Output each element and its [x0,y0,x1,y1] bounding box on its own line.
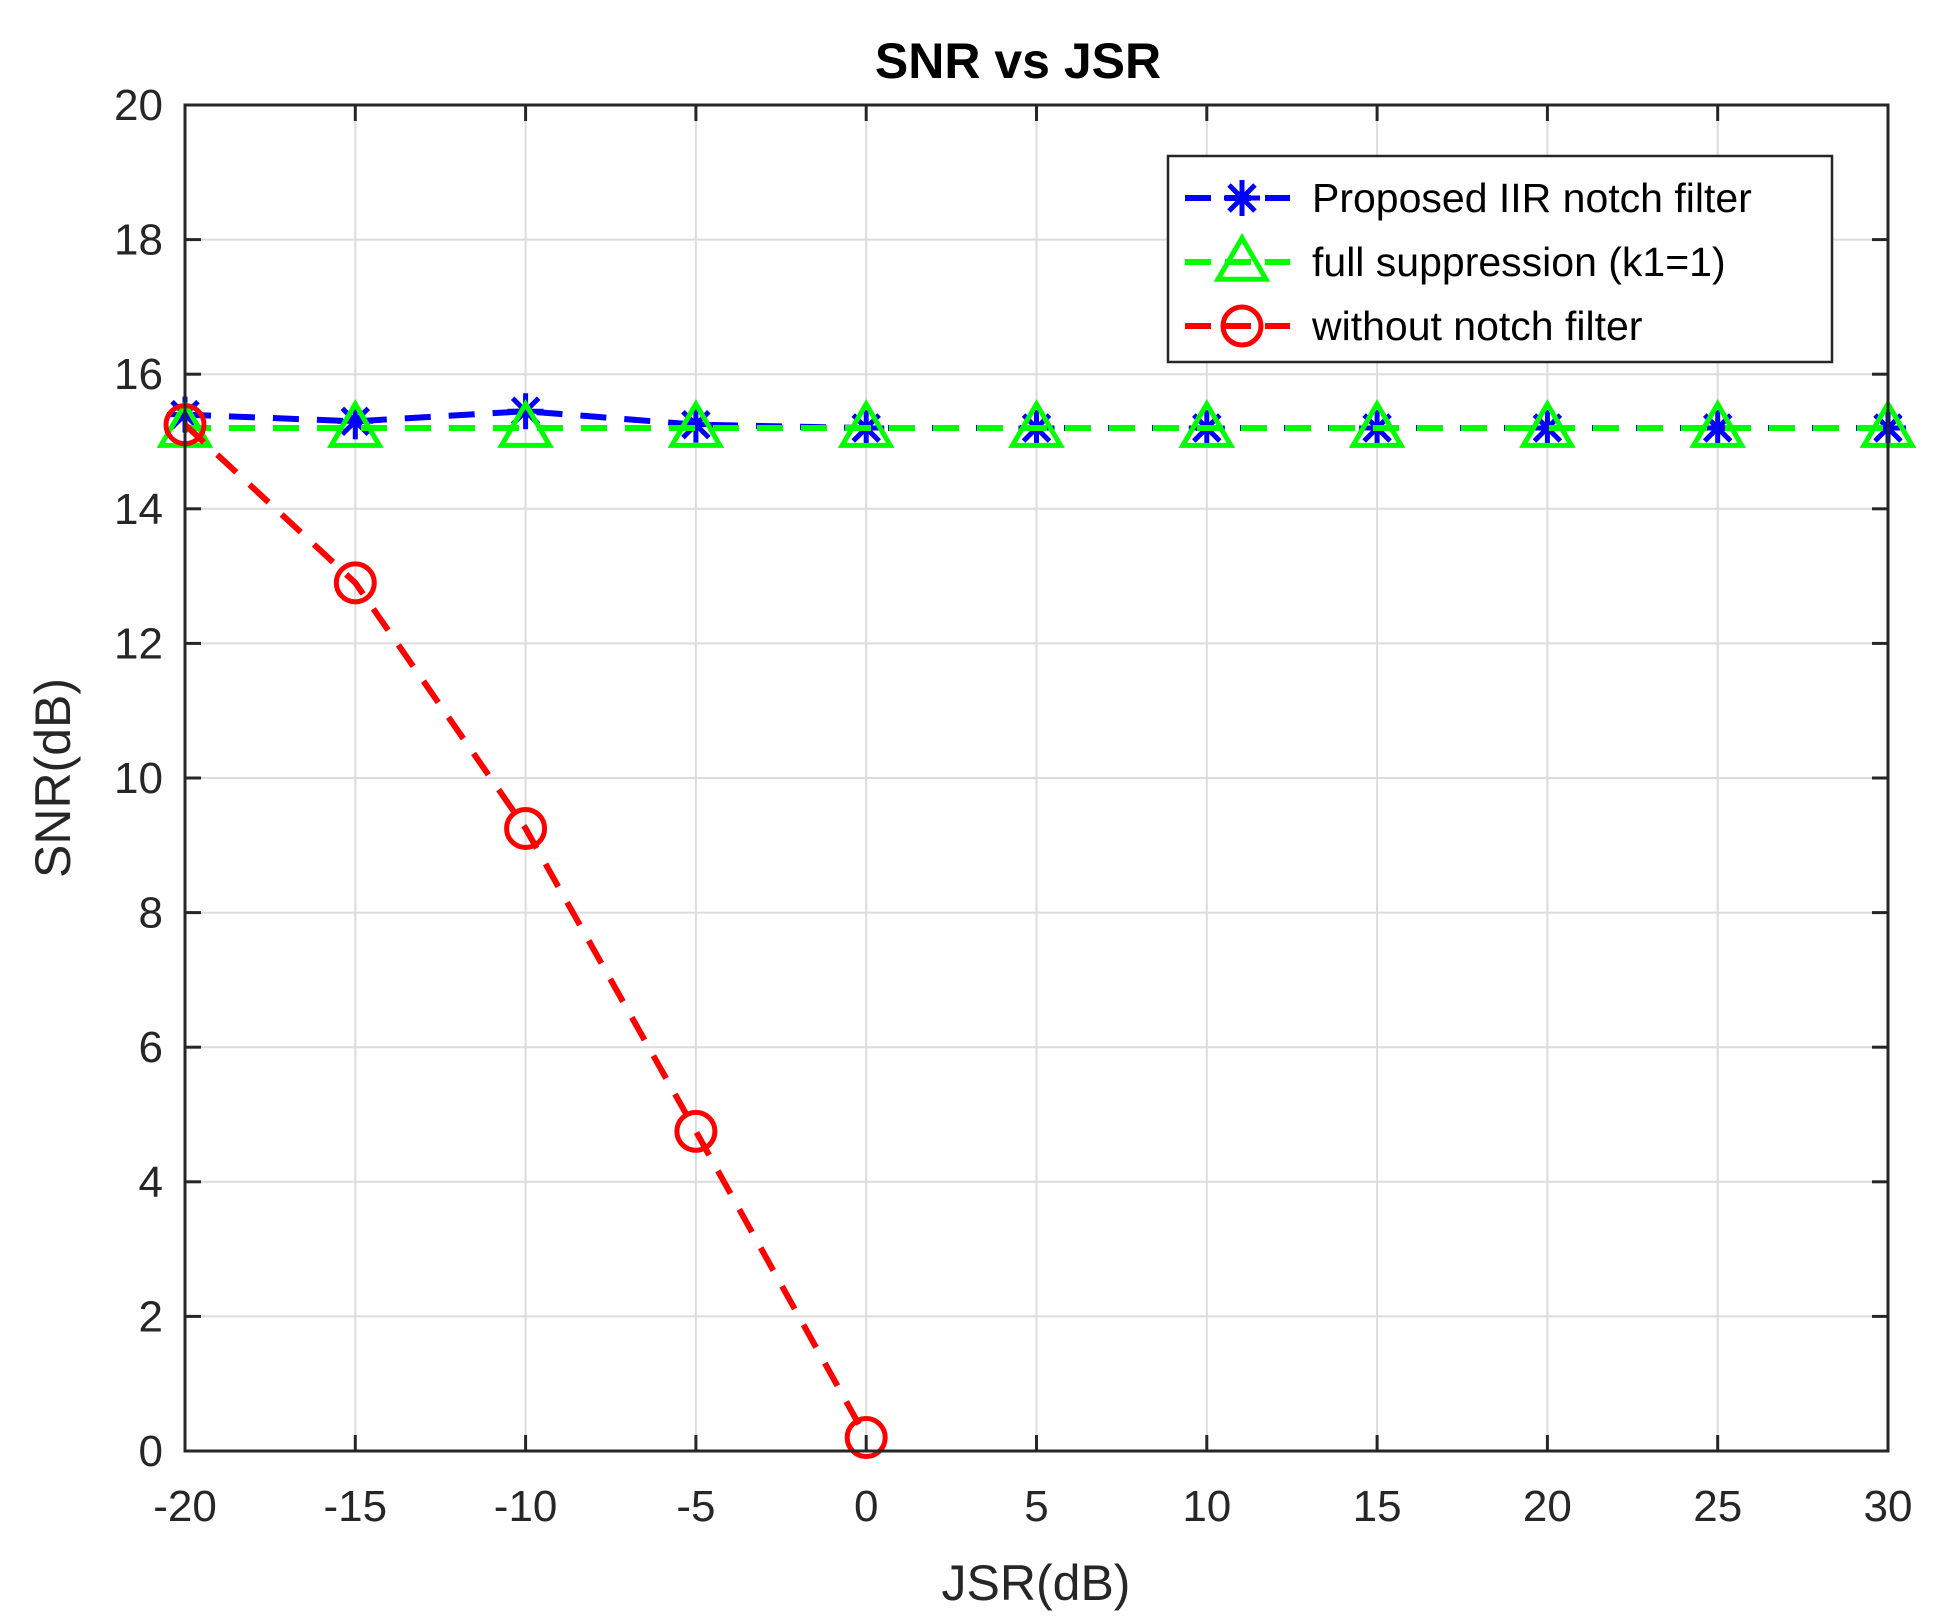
x-tick-label: -10 [494,1482,558,1531]
tick-marks [183,103,1890,1453]
x-tick-label: 0 [854,1482,878,1531]
x-axis-label: JSR(dB) [942,1555,1131,1611]
y-tick-label: 12 [114,619,163,668]
data-point-triangle [497,399,554,448]
data-point-circle [674,1109,718,1153]
data-point-triangle [1348,399,1406,448]
asterisk-stroke [340,406,371,437]
x-tick-label: 10 [1182,1482,1231,1531]
x-tick-label: -15 [324,1482,388,1531]
data-point-triangle [837,399,895,448]
y-tick-label: 10 [114,754,163,803]
data-point-circle [333,561,377,605]
y-tick-label: 14 [114,485,163,534]
legend-entry: without notch filter [1185,303,1642,349]
data-point-triangle [1689,399,1747,448]
y-tick-label: 0 [139,1427,163,1476]
data-point-triangle [1519,399,1576,448]
data-point-triangle [1178,399,1236,448]
y-tick-labels: 0 2 4 6 8 10 12 14 16 18 20 [114,81,163,1476]
x-tick-labels: -20 -15 -10 -5 0 5 10 15 20 25 30 [153,1482,1912,1531]
x-tick-label: -5 [676,1482,715,1531]
series-line [182,422,869,1439]
x-tick-label: 30 [1864,1482,1913,1531]
legend-entry: Proposed IIR notch filter [1185,175,1752,221]
series-2 [163,403,888,1460]
legend-label: full suppression (k1=1) [1312,239,1726,285]
x-tick-label: 5 [1024,1482,1048,1531]
data-point-triangle [667,399,725,448]
y-tick-label: 20 [114,81,163,130]
y-tick-label: 4 [139,1158,163,1207]
legend-label: Proposed IIR notch filter [1312,175,1752,221]
chart-title: SNR vs JSR [875,33,1161,89]
legend: Proposed IIR notch filter full suppressio… [1166,154,1834,364]
legend-marker [1213,233,1271,282]
legend-entry: full suppression (k1=1) [1185,233,1726,285]
data-point-circle [504,806,548,850]
legend-entries: Proposed IIR notch filter full suppressio… [1185,175,1752,349]
x-tick-label: -20 [153,1482,217,1531]
y-tick-label: 2 [139,1292,163,1341]
data-point-triangle [1008,399,1065,448]
x-tick-label: 15 [1353,1482,1402,1531]
y-tick-label: 16 [114,350,163,399]
y-tick-label: 8 [139,889,163,938]
asterisk-stroke [1227,183,1257,213]
y-tick-label: 18 [114,216,163,265]
x-tick-label: 25 [1693,1482,1742,1531]
y-tick-label: 6 [139,1023,163,1072]
data-point-triangle [326,399,384,448]
y-axis-label: SNR(dB) [25,678,81,878]
legend-label: without notch filter [1311,303,1642,349]
x-tick-label: 20 [1523,1482,1572,1531]
data-point-circle [844,1416,888,1460]
legend-marker [1224,180,1260,216]
legend-marker [1220,304,1264,348]
